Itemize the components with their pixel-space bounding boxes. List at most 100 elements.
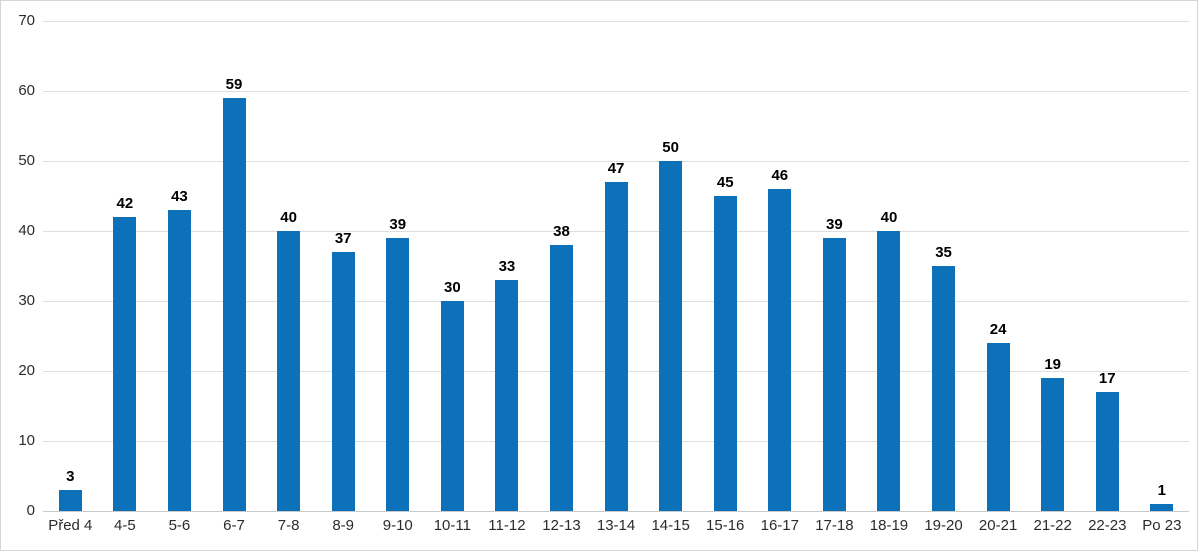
gridline	[43, 21, 1189, 22]
y-tick-label: 10	[18, 432, 35, 449]
bar	[713, 196, 737, 511]
x-tick-label: 14-15	[651, 517, 690, 534]
bar-group: 46	[753, 21, 808, 511]
x-tick-label: 8-9	[332, 517, 355, 534]
bar	[167, 210, 191, 511]
bar	[549, 245, 573, 511]
bar-data-label: 40	[280, 209, 297, 226]
bar	[331, 252, 355, 511]
y-tick-label: 30	[18, 292, 35, 309]
bar-group: 38	[534, 21, 589, 511]
bar	[58, 490, 82, 511]
plot-area: 3 42 43 59 40 37 39 30 33 38 47 50 45 46 39 40 35 24 19 17 1	[43, 21, 1189, 512]
bar	[1095, 392, 1119, 511]
x-tick-label: 17-18	[815, 517, 854, 534]
bar-data-label: 37	[334, 230, 352, 247]
x-tick-label: 16-17	[760, 517, 799, 534]
bar	[877, 231, 901, 511]
bar-group: 59	[207, 21, 262, 511]
x-tick-label: 4-5	[114, 517, 136, 534]
bar-group: 45	[698, 21, 753, 511]
bar-group: 35	[916, 21, 971, 511]
bar-group: 39	[807, 21, 862, 511]
bar	[768, 189, 792, 511]
bar-group: 50	[643, 21, 698, 511]
bar	[986, 343, 1010, 511]
bar-data-label: 35	[935, 244, 952, 261]
x-tick-label: 21-22	[1033, 517, 1072, 534]
bar-data-label: 39	[826, 216, 843, 233]
bar-data-label: 42	[116, 195, 134, 212]
bar-data-label: 33	[498, 258, 516, 275]
x-tick-label: 9-10	[382, 517, 413, 534]
bar	[822, 238, 846, 511]
y-tick-label: 0	[26, 502, 35, 519]
bar-data-label: 39	[389, 216, 407, 233]
bar-group: 17	[1080, 21, 1135, 511]
gridline	[43, 91, 1189, 92]
gridline	[43, 161, 1189, 162]
bar	[1150, 504, 1174, 511]
bar-data-label: 38	[553, 223, 570, 240]
bar-data-label: 45	[716, 174, 734, 191]
x-tick-label: 6-7	[223, 517, 245, 534]
bar-data-label: 3	[66, 468, 75, 485]
bar-series: 3 42 43 59 40 37 39 30 33 38 47 50 45 46 39 40 35 24 19 17 1	[43, 21, 1189, 511]
bar-group: 30	[425, 21, 480, 511]
bar-data-label: 17	[1098, 370, 1116, 387]
bar-data-label: 43	[171, 188, 188, 205]
x-tick-label: 11-12	[488, 517, 526, 534]
y-tick-label: 60	[18, 82, 35, 99]
bar-group: 43	[152, 21, 207, 511]
x-tick-label: 20-21	[978, 517, 1018, 534]
bar-group: 40	[862, 21, 917, 511]
bar-data-label: 24	[989, 321, 1007, 338]
y-tick-label: 20	[18, 362, 35, 379]
bar	[604, 182, 628, 511]
y-tick-label: 40	[18, 222, 35, 239]
x-tick-label: 19-20	[924, 517, 963, 534]
bar-data-label: 50	[662, 139, 679, 156]
x-tick-label: Před 4	[48, 517, 93, 534]
bar	[1041, 378, 1065, 511]
x-tick-label: 18-19	[869, 517, 909, 534]
bar-group: 47	[589, 21, 644, 511]
bar	[495, 280, 519, 511]
bar-group: 42	[98, 21, 153, 511]
x-tick-label: 10-11	[433, 517, 471, 534]
x-tick-label: 12-13	[542, 517, 581, 534]
bar	[277, 231, 301, 511]
bar-data-label: 40	[880, 209, 898, 226]
bar-group: 1	[1135, 21, 1190, 511]
x-tick-label: Po 23	[1142, 517, 1182, 534]
bar-data-label: 19	[1044, 356, 1062, 373]
x-tick-label: 22-23	[1088, 517, 1127, 534]
bar-group: 37	[316, 21, 371, 511]
bar	[932, 266, 956, 511]
bar	[659, 161, 683, 511]
x-axis-line	[43, 511, 1189, 512]
bar-group: 24	[971, 21, 1026, 511]
bar-data-label: 1	[1157, 482, 1167, 499]
x-axis: Před 4 4-5 5-6 6-7 7-8 8-9 9-10 10-11 11-12 12-13…	[43, 517, 1189, 534]
bar-group: 40	[261, 21, 316, 511]
bar	[113, 217, 137, 511]
bar	[386, 238, 410, 511]
bar	[440, 301, 464, 511]
x-tick-label: 13-14	[596, 517, 636, 534]
x-tick-label: 7-8	[277, 517, 300, 534]
bar-data-label: 59	[225, 76, 243, 93]
x-tick-label: 5-6	[168, 517, 191, 534]
bar-data-label: 30	[443, 279, 461, 296]
bar-group: 33	[480, 21, 535, 511]
bar	[222, 98, 246, 511]
y-tick-label: 70	[18, 12, 35, 29]
bar-group: 39	[370, 21, 425, 511]
bar-group: 3	[43, 21, 98, 511]
x-tick-label: 15-16	[706, 517, 745, 534]
y-tick-label: 50	[18, 152, 35, 169]
bar-data-label: 46	[771, 167, 789, 184]
bar-group: 19	[1025, 21, 1080, 511]
bar-data-label: 47	[607, 160, 625, 177]
